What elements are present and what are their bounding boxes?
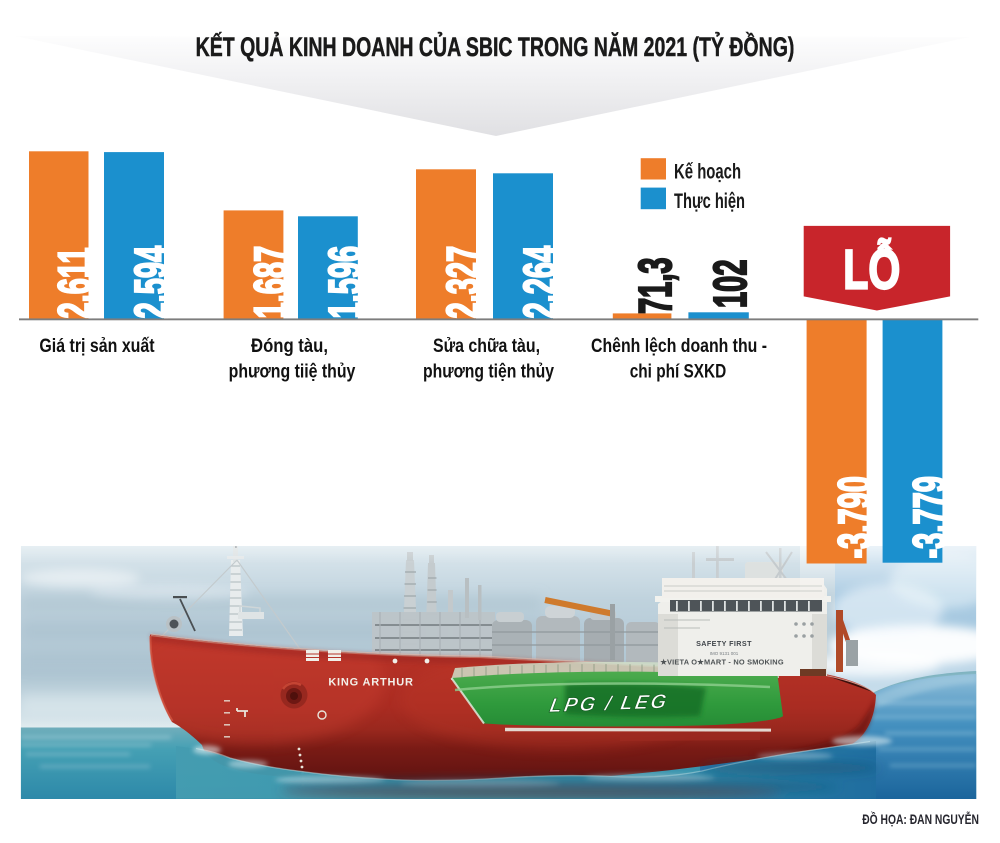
svg-text:1.596: 1.596 — [320, 246, 372, 319]
svg-text:-3.779: -3.779 — [905, 476, 957, 558]
svg-text:71,3: 71,3 — [630, 257, 682, 314]
svg-text:LPG / LEG: LPG / LEG — [548, 691, 670, 717]
svg-text:Đóng tàu,: Đóng tàu, — [251, 335, 328, 356]
svg-text:2.611: 2.611 — [50, 247, 102, 318]
svg-text:KING ARTHUR: KING ARTHUR — [328, 677, 413, 689]
svg-text:1.687: 1.687 — [246, 246, 298, 319]
svg-text:phương tiiệ thủy: phương tiiệ thủy — [229, 360, 356, 382]
svg-text:Sửa chữa tàu,: Sửa chữa tàu, — [433, 335, 540, 357]
svg-text:chi phí SXKD: chi phí SXKD — [630, 360, 726, 382]
svg-text:2.264: 2.264 — [515, 245, 567, 318]
svg-text:IMO 9131 001: IMO 9131 001 — [710, 651, 739, 656]
svg-text:Chênh lệch doanh thu -: Chênh lệch doanh thu - — [591, 335, 767, 357]
svg-text:2.594: 2.594 — [126, 245, 178, 318]
svg-text:102: 102 — [705, 260, 757, 308]
svg-text:phương tiện thủy: phương tiện thủy — [423, 360, 554, 382]
svg-text:SAFETY FIRST: SAFETY FIRST — [696, 639, 752, 648]
svg-text:2.327: 2.327 — [438, 246, 490, 319]
svg-text:Kế hoạch: Kế hoạch — [674, 160, 741, 183]
svg-text:-3.790: -3.790 — [830, 476, 882, 558]
svg-text:ĐỒ HỌA: ĐAN NGUYỄN: ĐỒ HỌA: ĐAN NGUYỄN — [862, 810, 979, 827]
svg-text:★VIETA O★MART - NO SMOKING: ★VIETA O★MART - NO SMOKING — [659, 658, 784, 667]
svg-text:LỖ: LỖ — [843, 237, 900, 301]
svg-text:KẾT QUẢ KINH DOANH CỦA SBIC TR: KẾT QUẢ KINH DOANH CỦA SBIC TRONG NĂM 20… — [196, 29, 795, 61]
svg-text:Thực hiện: Thực hiện — [674, 189, 745, 212]
svg-text:Giá trị sản xuất: Giá trị sản xuất — [39, 335, 154, 357]
